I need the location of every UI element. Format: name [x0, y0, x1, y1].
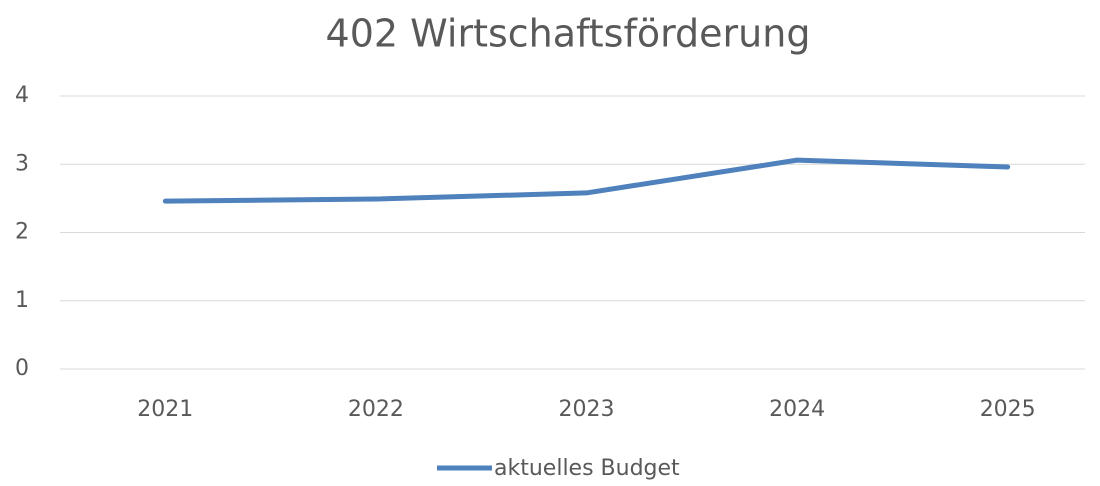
y-tick-label: 1: [15, 288, 29, 313]
x-tick-label: 2025: [980, 397, 1036, 422]
x-tick-label: 2021: [137, 397, 193, 422]
y-tick-label: 2: [15, 220, 29, 245]
y-tick-label: 4: [15, 83, 29, 108]
x-tick-label: 2024: [769, 397, 825, 422]
y-tick-label: 0: [15, 356, 29, 381]
line: [162, 157, 1011, 204]
x-tick-label: 2022: [348, 397, 404, 422]
legend-label: aktuelles Budget: [494, 456, 680, 481]
x-tick-label: 2023: [559, 397, 615, 422]
chart-title: 402 Wirtschaftsförderung: [326, 12, 811, 56]
y-tick-label: 3: [15, 151, 29, 176]
